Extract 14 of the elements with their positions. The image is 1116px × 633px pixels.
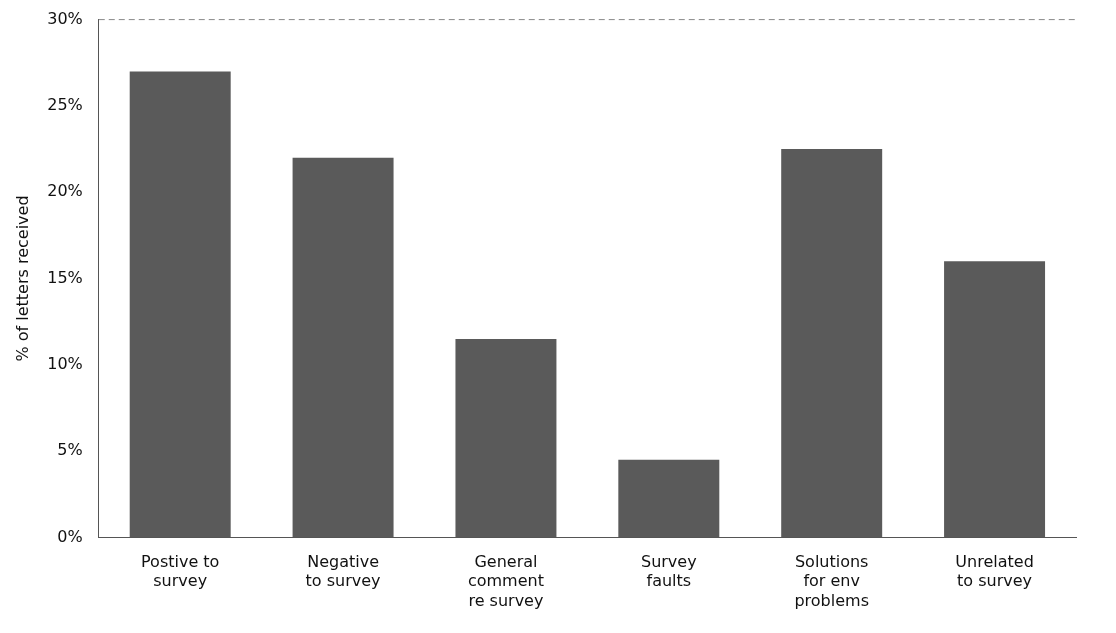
x-tick-label: Negative to survey <box>305 552 381 591</box>
x-tick-label: Survey faults <box>640 552 697 591</box>
y-tick-label: 5% <box>57 440 83 460</box>
x-tick-label: Postive to survey <box>141 552 220 591</box>
y-tick-label: 20% <box>47 181 83 201</box>
y-tick-label: 30% <box>47 8 83 28</box>
x-tick-label: Unrelated to survey <box>955 552 1034 591</box>
y-tick-label: 0% <box>57 526 83 546</box>
x-tick-label: General comment re survey <box>467 552 544 610</box>
y-tick-label: 10% <box>47 353 83 373</box>
y-tick-label: 25% <box>47 95 83 115</box>
y-tick-label: 15% <box>47 267 83 287</box>
x-tick-label: Solutions for env problems <box>794 552 869 610</box>
y-axis-title: % of letters received <box>12 195 32 362</box>
